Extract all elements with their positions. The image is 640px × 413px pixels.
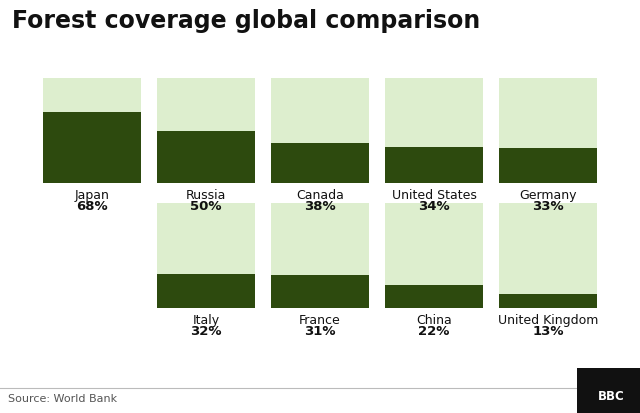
Text: 33%: 33% [532, 199, 564, 212]
Text: China: China [416, 313, 452, 326]
Text: 13%: 13% [532, 324, 564, 337]
Text: United States: United States [392, 189, 476, 202]
Text: France: France [299, 313, 341, 326]
Text: 68%: 68% [76, 199, 108, 212]
Text: 31%: 31% [304, 324, 336, 337]
Bar [385, 148, 483, 183]
Bar [43, 112, 141, 183]
Text: Russia: Russia [186, 189, 226, 202]
Text: Japan: Japan [75, 189, 109, 202]
Text: Source: World Bank: Source: World Bank [8, 393, 117, 403]
Bar [271, 276, 369, 308]
Text: 34%: 34% [418, 199, 450, 212]
Bar [499, 204, 597, 308]
Bar [271, 144, 369, 183]
Bar [271, 79, 369, 183]
Bar [385, 79, 483, 183]
Bar [157, 275, 255, 308]
Text: Canada: Canada [296, 189, 344, 202]
Text: Italy: Italy [193, 313, 220, 326]
Text: Forest coverage global comparison: Forest coverage global comparison [12, 9, 480, 33]
Bar [157, 204, 255, 308]
Bar [157, 131, 255, 183]
Text: 22%: 22% [419, 324, 450, 337]
Text: 38%: 38% [304, 199, 336, 212]
Text: 50%: 50% [190, 199, 221, 212]
Bar [499, 294, 597, 308]
Bar [157, 79, 255, 183]
Bar [499, 79, 597, 183]
Text: Germany: Germany [519, 189, 577, 202]
Text: United Kingdom: United Kingdom [498, 313, 598, 326]
Bar [499, 149, 597, 183]
Text: 32%: 32% [190, 324, 221, 337]
Bar [385, 204, 483, 308]
Bar [271, 204, 369, 308]
Bar [385, 285, 483, 308]
Bar [43, 79, 141, 183]
Text: BBC: BBC [598, 389, 625, 402]
